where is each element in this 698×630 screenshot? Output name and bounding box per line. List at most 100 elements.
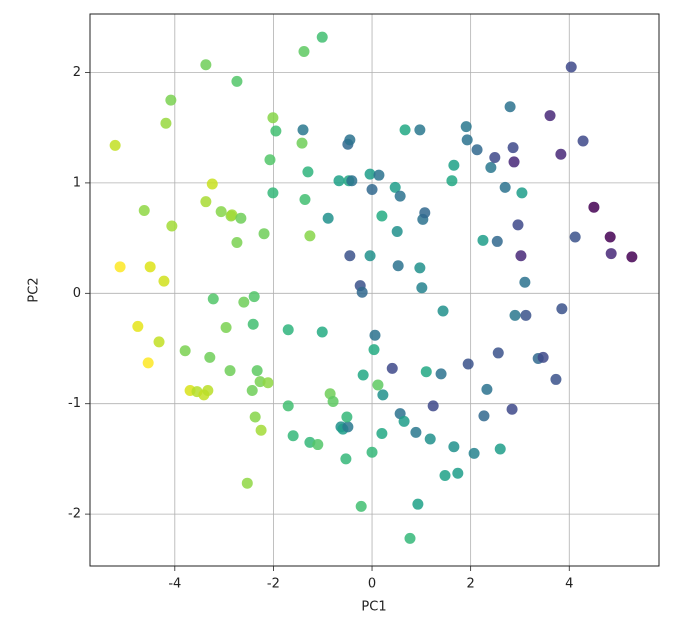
point (515, 250, 527, 262)
point (509, 309, 521, 321)
point (267, 112, 279, 124)
point (304, 230, 316, 242)
point (519, 276, 531, 288)
point (262, 377, 274, 389)
point (340, 453, 352, 465)
point (342, 421, 354, 433)
point (478, 410, 490, 422)
point (373, 169, 385, 181)
point (344, 134, 356, 146)
y-tick-label: 0 (73, 286, 81, 301)
point (287, 430, 299, 442)
point (448, 159, 460, 171)
point (605, 248, 617, 260)
point (248, 291, 260, 303)
point (312, 439, 324, 451)
point (508, 156, 520, 168)
point (489, 152, 501, 164)
point (419, 207, 431, 219)
point (366, 446, 378, 458)
point (255, 424, 267, 436)
x-tick-label: 4 (565, 577, 573, 592)
point (512, 219, 524, 231)
point (462, 358, 474, 370)
point (299, 193, 311, 205)
point (220, 322, 232, 334)
x-axis-label: PC1 (361, 600, 386, 615)
point (346, 175, 358, 187)
point (461, 134, 473, 146)
point (206, 178, 218, 190)
point (424, 433, 436, 445)
point (555, 148, 567, 160)
point (504, 101, 516, 113)
point (316, 31, 328, 43)
point (158, 275, 170, 287)
point (138, 205, 150, 217)
point (460, 121, 472, 133)
point (202, 384, 214, 396)
point (322, 212, 334, 224)
point (160, 117, 172, 129)
x-tick-label: -4 (168, 577, 181, 592)
point (166, 220, 178, 232)
point (114, 261, 126, 273)
point (446, 175, 458, 187)
point (420, 366, 432, 378)
point (494, 443, 506, 455)
point (437, 305, 449, 317)
point (377, 389, 389, 401)
x-tick-label: -2 (267, 577, 280, 592)
point (399, 124, 411, 136)
point (481, 383, 493, 395)
x-tick-label: 2 (467, 577, 475, 592)
point (369, 329, 381, 341)
point (435, 368, 447, 380)
point (416, 282, 428, 294)
point (226, 209, 238, 221)
point (516, 187, 528, 199)
point (412, 498, 424, 510)
point (439, 469, 451, 481)
point (282, 400, 294, 412)
point (506, 403, 518, 415)
point (144, 261, 156, 273)
point (588, 201, 600, 213)
point (246, 384, 258, 396)
point (327, 396, 339, 408)
point (398, 415, 410, 427)
point (241, 477, 253, 489)
point (604, 231, 616, 243)
point (477, 234, 489, 246)
point (550, 373, 562, 385)
point (537, 351, 549, 363)
point (165, 94, 177, 106)
point (471, 144, 483, 156)
point (200, 196, 212, 208)
point (247, 318, 259, 330)
y-tick-label: -1 (68, 396, 81, 411)
point (235, 212, 247, 224)
point (491, 235, 503, 247)
point (204, 351, 216, 363)
point (357, 369, 369, 381)
point (344, 250, 356, 262)
point (389, 181, 401, 193)
point (267, 187, 279, 199)
y-axis-label: PC2 (27, 277, 42, 302)
point (356, 286, 368, 298)
point (238, 296, 250, 308)
point (376, 210, 388, 222)
point (544, 110, 556, 122)
point (520, 309, 532, 321)
point (249, 411, 261, 423)
point (298, 46, 310, 58)
plot-frame (89, 13, 660, 567)
point (569, 231, 581, 243)
point (231, 237, 243, 249)
point (258, 228, 270, 240)
point (364, 250, 376, 262)
point (333, 175, 345, 187)
point (109, 139, 121, 151)
